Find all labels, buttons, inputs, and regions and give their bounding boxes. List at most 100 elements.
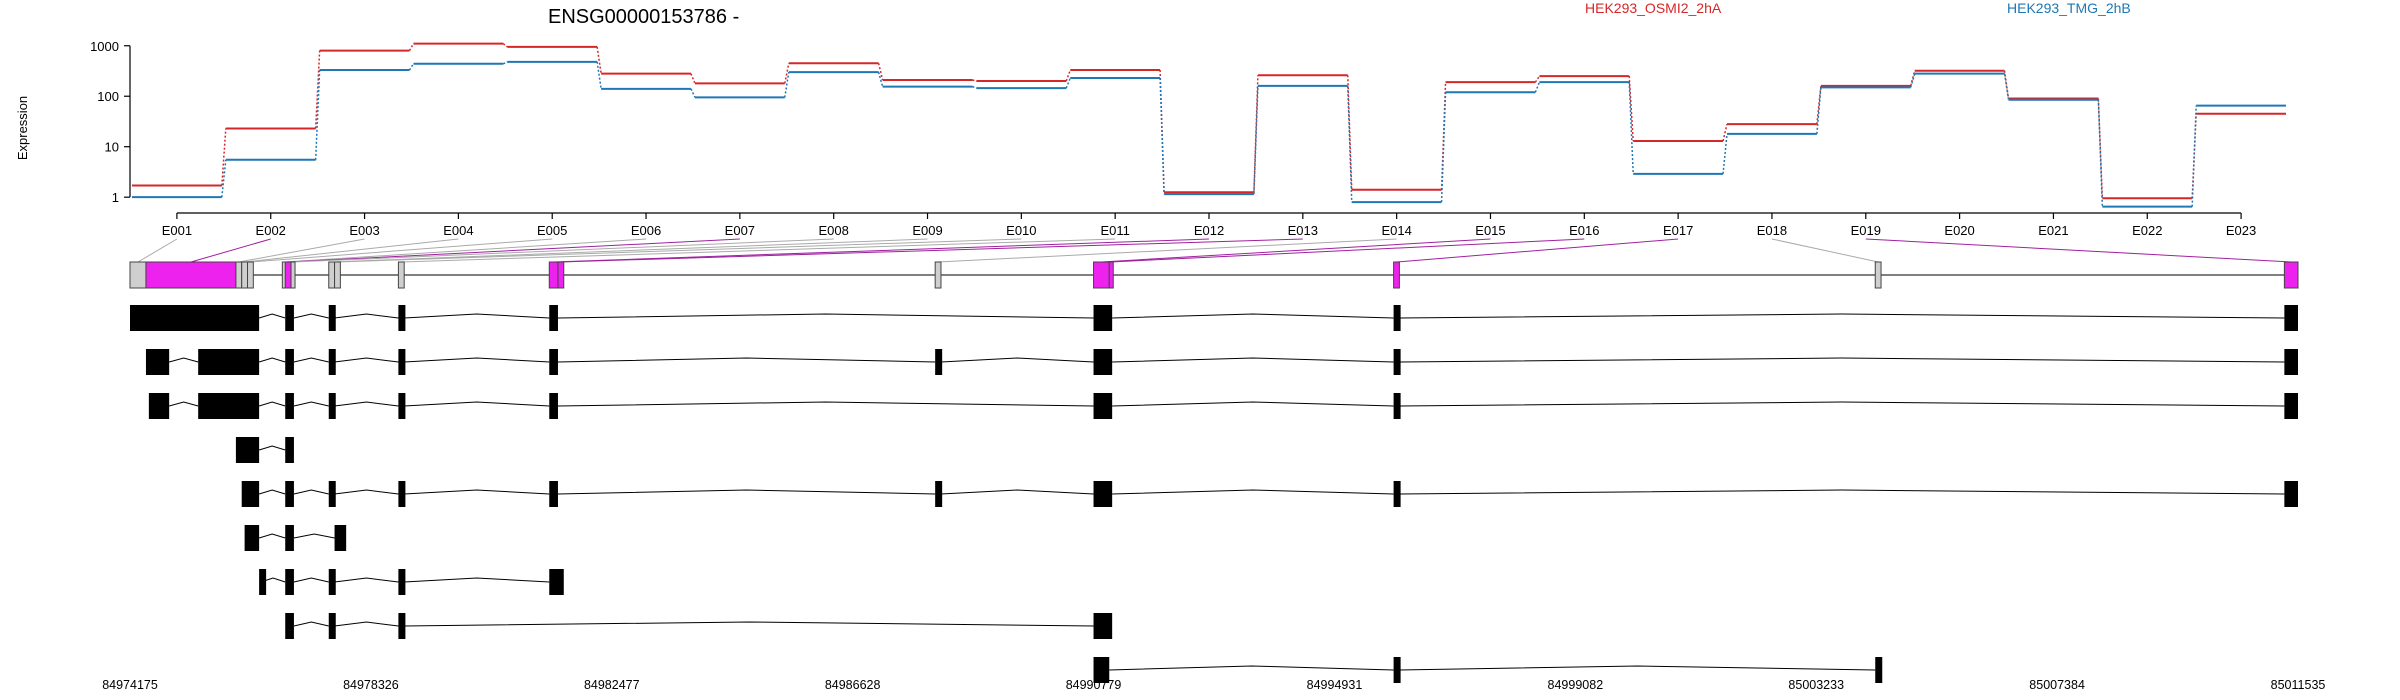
transcript-intron	[1109, 665, 1394, 671]
x-axis: E001 E002 E003 E004 E005 E006 E007 E008 E009 E010…	[162, 212, 2256, 238]
x-tick-label: E005	[537, 223, 567, 238]
bin-connector	[250, 238, 553, 263]
transcript-intron	[557, 489, 936, 495]
transcript-exon	[549, 569, 564, 595]
genomic-tick-label: 84978326	[343, 678, 399, 692]
transcript-exon	[549, 393, 558, 419]
x-tick-label: E004	[443, 223, 473, 238]
transcript-intron	[1112, 489, 1394, 495]
transcript-intron	[258, 533, 286, 539]
transcript	[1093, 657, 1883, 683]
x-tick-label: E021	[2038, 223, 2068, 238]
transcript-intron	[293, 533, 335, 539]
bin-connector	[190, 238, 271, 263]
x-tick-label: E017	[1663, 223, 1693, 238]
genomic-tick-label: 84994931	[1307, 678, 1363, 692]
transcript-exon	[1093, 305, 1113, 331]
exon-bin	[934, 261, 942, 289]
transcript-exon	[549, 481, 558, 507]
transcript-intron	[1112, 357, 1394, 363]
series-connector	[1534, 81, 1541, 93]
exon-bin	[2283, 261, 2299, 289]
exon-bin	[145, 261, 237, 289]
genomic-axis: 84974175 84978326 84982477 84986628 84990779…	[102, 678, 2325, 692]
transcript-exon	[235, 437, 260, 463]
transcript-exon	[1093, 393, 1113, 419]
series-connector	[2191, 105, 2197, 207]
transcript-intron	[334, 401, 399, 407]
series-connector	[1628, 76, 1634, 141]
x-tick-label: E022	[2132, 223, 2162, 238]
bin-connector	[1771, 238, 1879, 263]
series-connector	[314, 70, 321, 160]
transcript-exon	[1093, 657, 1110, 683]
series-connector	[1440, 92, 1447, 203]
transcript	[259, 569, 564, 595]
transcript-exon	[285, 305, 294, 331]
bin-connector	[337, 238, 1022, 263]
transcript-intron	[1112, 401, 1394, 407]
transcript-intron	[293, 489, 329, 495]
exon-bin	[1108, 261, 1114, 289]
bin-connector	[288, 238, 740, 263]
transcript-exon	[198, 349, 260, 375]
transcript-intron	[1399, 489, 2285, 495]
transcript-intron	[334, 577, 399, 583]
transcript-exon	[1393, 349, 1401, 375]
transcript-exon	[145, 349, 170, 375]
transcript-intron	[258, 357, 286, 363]
transcript-exon	[1393, 657, 1401, 683]
series-connector	[1440, 82, 1447, 190]
bin-connector	[938, 238, 1397, 263]
series-connector	[1253, 75, 1259, 193]
transcript-exon	[549, 305, 558, 331]
transcript-exon	[285, 525, 294, 551]
transcript-intron	[334, 489, 399, 495]
exon-bin	[1093, 261, 1110, 289]
series-connector	[221, 128, 227, 186]
bin-connector	[553, 238, 1210, 263]
transcript-exon	[398, 393, 406, 419]
transcript-exon	[241, 481, 260, 507]
transcript-intron	[557, 357, 936, 363]
exon-bin	[129, 261, 147, 289]
series-connector	[596, 46, 602, 74]
transcript-exon	[2284, 349, 2298, 375]
series-connector	[972, 79, 977, 82]
x-tick-label: E002	[256, 223, 286, 238]
transcript-exon	[285, 393, 294, 419]
transcript-exon	[1393, 393, 1401, 419]
transcript-intron	[404, 401, 550, 407]
transcript-intron	[293, 401, 329, 407]
bin-connector	[137, 238, 178, 263]
bin-connectors	[137, 238, 2292, 263]
transcript-exon	[285, 481, 294, 507]
bin-connector	[1110, 238, 1585, 263]
transcript	[148, 393, 2298, 419]
transcript-exon	[1093, 349, 1113, 375]
genomic-tick-label: 85007384	[2029, 678, 2085, 692]
exon-bin-bar	[129, 261, 2299, 289]
transcript-exon	[328, 393, 336, 419]
transcript-exon	[259, 569, 267, 595]
y-tick-label: 10	[105, 140, 119, 155]
series-connector	[1065, 77, 1071, 89]
series-connector	[690, 88, 696, 98]
transcript-intron	[293, 357, 329, 363]
y-tick-label: 1	[112, 190, 119, 205]
x-tick-label: E019	[1851, 223, 1881, 238]
transcript	[285, 613, 1113, 639]
genomic-tick-label: 84986628	[825, 678, 881, 692]
transcript-exon	[285, 613, 294, 639]
transcript-intron	[293, 621, 329, 627]
exon-bin	[235, 261, 243, 289]
x-tick-label: E015	[1475, 223, 1505, 238]
transcript-exon	[198, 393, 260, 419]
transcript-exon	[334, 525, 347, 551]
transcript-intron	[557, 401, 1094, 407]
exon-bin	[241, 261, 249, 289]
legend-entry-osmi2: HEK293_OSMI2_2hA	[1585, 0, 1722, 16]
x-tick-label: E001	[162, 223, 192, 238]
transcript-intron	[404, 313, 550, 319]
transcript-exon	[398, 305, 406, 331]
